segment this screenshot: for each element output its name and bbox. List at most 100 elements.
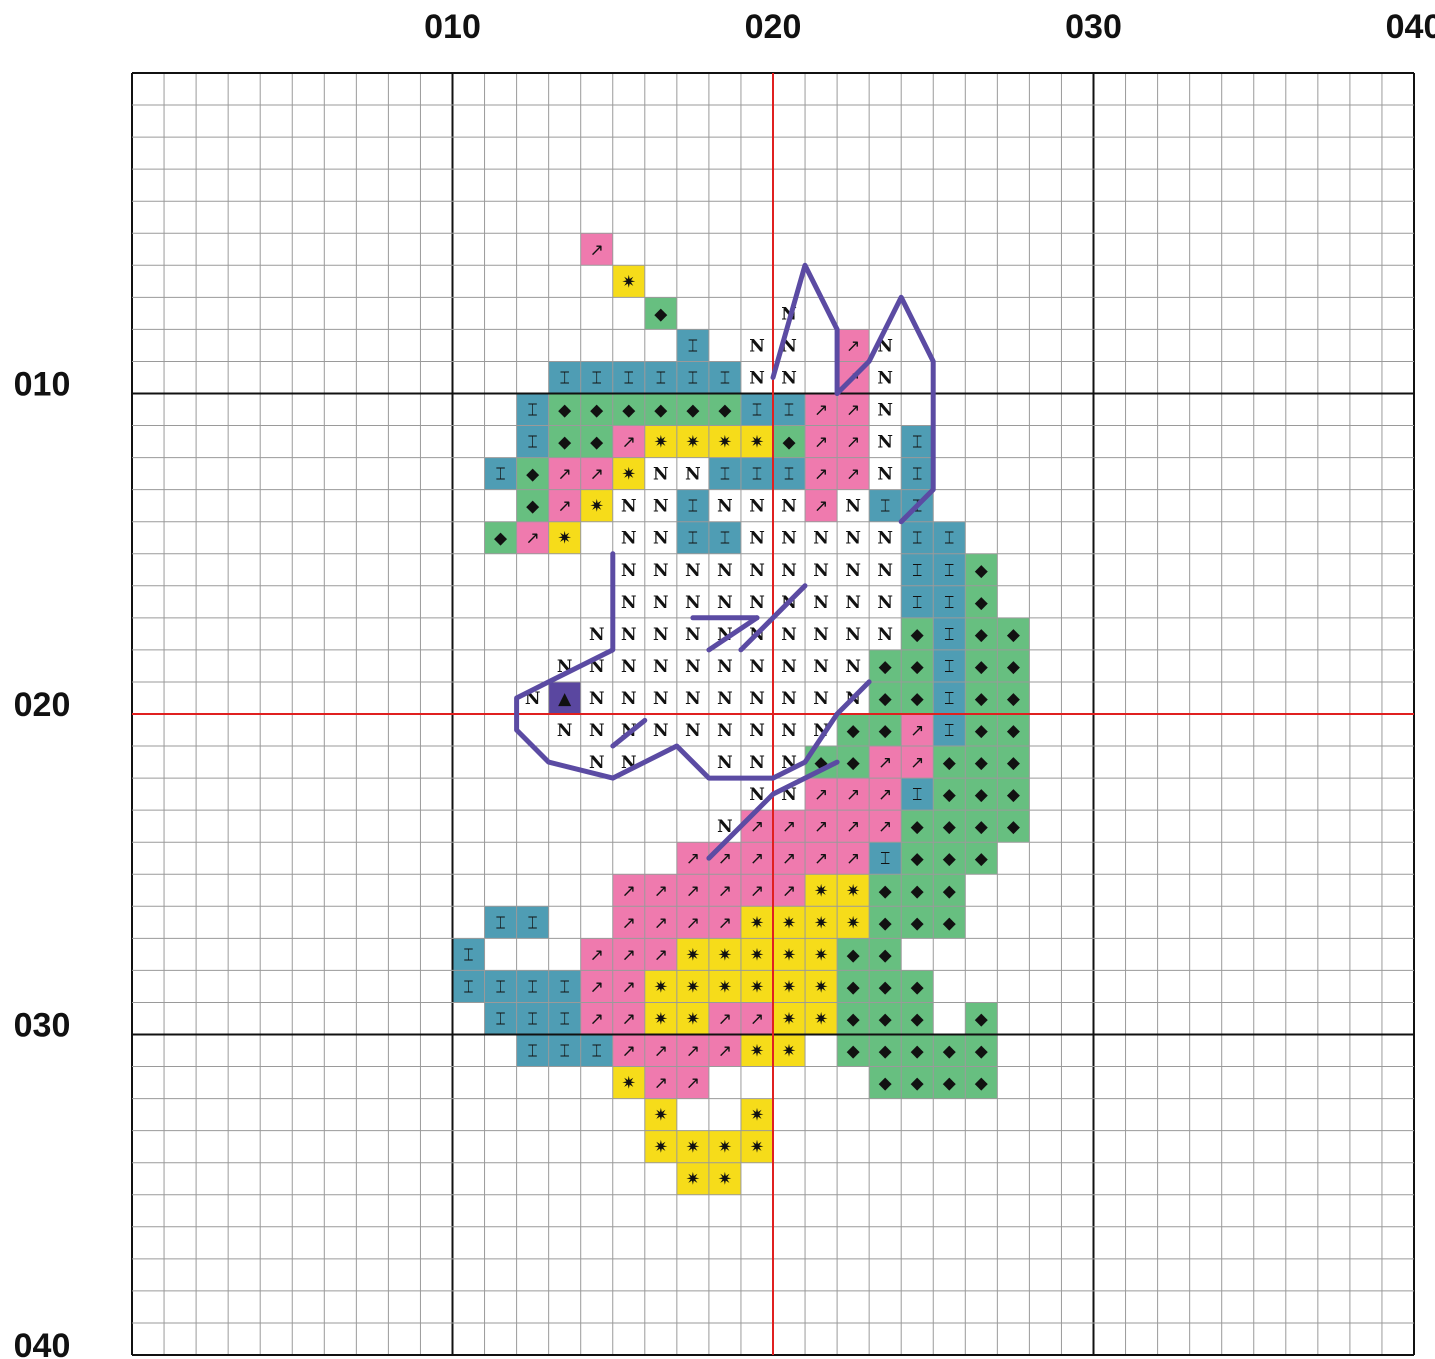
stitch-cell: ◆ — [516, 457, 549, 490]
h-symbol: ⌶ — [656, 368, 666, 388]
stitch-cell: ◆ — [965, 746, 998, 779]
stitch-cell: ↗ — [612, 970, 645, 1003]
stitch-cell: ⌶ — [516, 1034, 549, 1067]
stitch-cell: ✷ — [740, 970, 773, 1003]
arrow-symbol: ↗ — [846, 785, 860, 805]
stitch-cell: ◆ — [965, 1066, 998, 1099]
stitch-cell: ↗ — [676, 906, 709, 939]
stitch-cell: ↗ — [580, 457, 613, 490]
stitch-cell: ↗ — [708, 1034, 741, 1067]
stitch-cell: ✷ — [740, 938, 773, 971]
stitch-cell: N — [773, 649, 806, 682]
stitch-cell: ↗ — [676, 842, 709, 875]
n-symbol: N — [781, 497, 797, 517]
star-symbol: ✷ — [814, 913, 828, 933]
stitch-cell: ✷ — [548, 521, 581, 554]
arrow-symbol: ↗ — [686, 1042, 700, 1062]
star-symbol: ✷ — [750, 433, 764, 453]
stitch-cell: ✷ — [773, 970, 806, 1003]
stitch-cell: N — [740, 329, 773, 362]
diamond-symbol: ◆ — [911, 657, 925, 677]
star-symbol: ✷ — [846, 913, 860, 933]
n-symbol: N — [781, 625, 797, 645]
stitch-cell: ⌶ — [933, 585, 966, 618]
stitch-cell: ✷ — [612, 265, 645, 298]
stitch-cell: ⌶ — [901, 778, 934, 811]
n-symbol: N — [749, 593, 765, 613]
stitch-cell: N — [740, 746, 773, 779]
stitch-cell: ✷ — [644, 1098, 677, 1131]
arrow-symbol: ↗ — [622, 1009, 636, 1029]
n-symbol: N — [589, 625, 605, 645]
stitch-cell: ✷ — [676, 425, 709, 458]
stitch-cell: ◆ — [901, 1066, 934, 1099]
h-symbol: ⌶ — [912, 785, 922, 805]
stitch-cell: ✷ — [773, 1002, 806, 1035]
diamond-symbol: ◆ — [879, 1009, 893, 1029]
diamond-symbol: ◆ — [975, 561, 989, 581]
stitch-cell: N — [612, 649, 645, 682]
diamond-symbol: ◆ — [879, 945, 893, 965]
diamond-symbol: ◆ — [782, 433, 796, 453]
diamond-symbol: ◆ — [879, 881, 893, 901]
stitch-cell: ↗ — [740, 1002, 773, 1035]
n-symbol: N — [717, 753, 733, 773]
stitch-cell: N — [805, 521, 838, 554]
stitch-cell: ✷ — [580, 489, 613, 522]
y-tick-label: 040 — [14, 1327, 71, 1359]
backstitch-line — [738, 583, 808, 653]
arrow-symbol: ↗ — [526, 529, 540, 549]
diamond-symbol: ◆ — [975, 817, 989, 837]
diamond-symbol: ◆ — [879, 913, 893, 933]
n-symbol: N — [749, 529, 765, 549]
stitch-cell: ⌶ — [933, 521, 966, 554]
stitch-cell: N — [580, 617, 613, 650]
stitch-cell: ◆ — [869, 681, 902, 714]
n-symbol: N — [749, 657, 765, 677]
stitch-cell: ◆ — [933, 778, 966, 811]
diamond-symbol: ◆ — [1007, 785, 1021, 805]
n-symbol: N — [685, 465, 701, 485]
diamond-symbol: ◆ — [654, 304, 668, 324]
stitch-cell: ⌶ — [901, 425, 934, 458]
diamond-symbol: ◆ — [847, 977, 861, 997]
stitch-cell: ◆ — [901, 649, 934, 682]
diamond-symbol: ◆ — [847, 945, 861, 965]
stitch-cell: ◆ — [708, 393, 741, 426]
stitch-cell: ⌶ — [548, 1034, 581, 1067]
n-symbol: N — [877, 433, 893, 453]
stitch-cell: ◆ — [933, 746, 966, 779]
star-symbol: ✷ — [814, 945, 828, 965]
arrow-symbol: ↗ — [590, 465, 604, 485]
stitch-cell: N — [644, 681, 677, 714]
stitch-cell: ⌶ — [516, 906, 549, 939]
h-symbol: ⌶ — [560, 368, 570, 388]
stitch-cell: ◆ — [965, 714, 998, 747]
x-tick-label: 030 — [1065, 8, 1122, 46]
stitch-cell: ↗ — [580, 970, 613, 1003]
n-symbol: N — [845, 625, 861, 645]
stitch-cell: N — [644, 649, 677, 682]
stitch-cell: N — [869, 585, 902, 618]
star-symbol: ✷ — [750, 913, 764, 933]
n-symbol: N — [717, 657, 733, 677]
stitch-cell: ⌶ — [676, 489, 709, 522]
stitch-cell: ◆ — [965, 681, 998, 714]
h-symbol: ⌶ — [784, 465, 794, 485]
h-symbol: ⌶ — [688, 336, 698, 356]
arrow-symbol: ↗ — [910, 721, 924, 741]
star-symbol: ✷ — [814, 881, 828, 901]
n-symbol: N — [653, 721, 669, 741]
stitch-cell: ◆ — [869, 714, 902, 747]
diamond-symbol: ◆ — [911, 1009, 925, 1029]
stitch-cell: ◆ — [644, 297, 677, 330]
h-symbol: ⌶ — [752, 465, 762, 485]
h-symbol: ⌶ — [720, 529, 730, 549]
stitch-cell: ⌶ — [708, 521, 741, 554]
stitch-cell: N — [676, 457, 709, 490]
star-symbol: ✷ — [782, 1009, 796, 1029]
stitch-cell: N — [708, 681, 741, 714]
backstitch-line — [610, 717, 648, 749]
stitch-cell: ◆ — [901, 874, 934, 907]
arrow-symbol: ↗ — [846, 465, 860, 485]
